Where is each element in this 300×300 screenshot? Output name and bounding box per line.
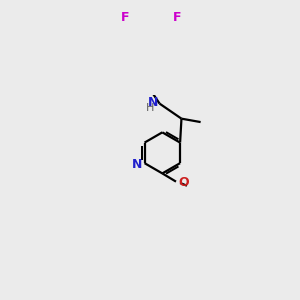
Text: F: F bbox=[173, 11, 182, 23]
Text: N: N bbox=[148, 96, 158, 109]
Text: H: H bbox=[146, 103, 154, 113]
Text: N: N bbox=[132, 158, 142, 171]
Text: F: F bbox=[121, 11, 130, 23]
Text: O: O bbox=[178, 176, 189, 190]
